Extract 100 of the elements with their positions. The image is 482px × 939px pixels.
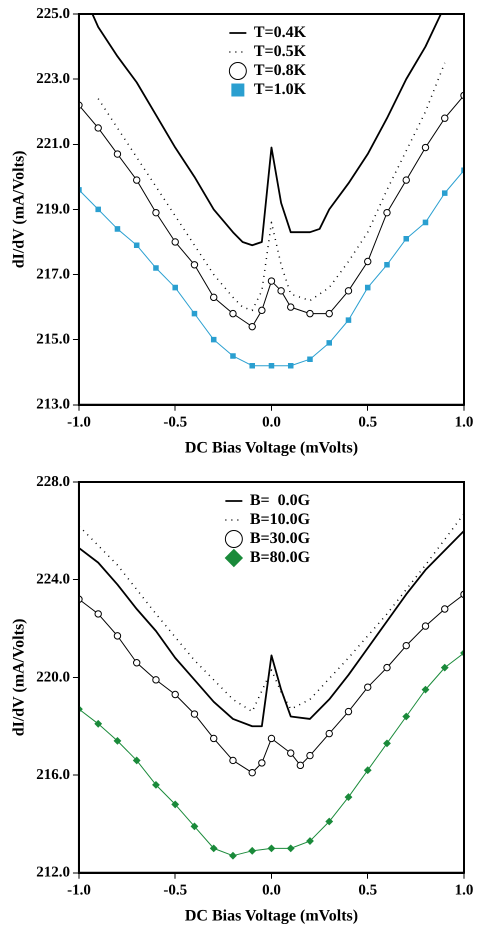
point xyxy=(133,659,140,666)
point xyxy=(344,708,352,716)
point xyxy=(114,737,122,745)
point xyxy=(441,114,448,122)
point xyxy=(364,766,372,774)
point xyxy=(190,261,198,268)
point xyxy=(402,712,410,720)
point xyxy=(268,277,276,285)
point xyxy=(306,837,314,845)
x-tick-label: 1.0 xyxy=(454,882,474,899)
point xyxy=(210,294,218,302)
point xyxy=(258,306,266,314)
point xyxy=(277,287,285,295)
x-tick-label: -1.0 xyxy=(67,882,91,899)
point xyxy=(230,353,236,359)
point xyxy=(152,781,160,789)
point xyxy=(95,206,101,212)
y-tick-label: 221.0 xyxy=(36,136,70,152)
legend-label: B=10.0G xyxy=(250,511,311,528)
y-tick-label: 225.0 xyxy=(36,6,70,22)
point xyxy=(210,844,218,852)
point xyxy=(383,208,391,216)
x-tick-label: 0.5 xyxy=(358,882,378,899)
point xyxy=(210,336,216,342)
point xyxy=(364,284,370,290)
point xyxy=(346,317,352,323)
point xyxy=(152,676,160,684)
y-tick-label: 220.0 xyxy=(36,669,70,686)
x-tick-label: 0.0 xyxy=(262,414,281,431)
x-tick-label: -0.5 xyxy=(163,414,188,431)
y-tick-label: 215.0 xyxy=(36,332,70,348)
y-tick-label: 217.0 xyxy=(36,266,70,282)
legend-label: B=80.0G xyxy=(250,549,311,566)
point xyxy=(190,822,198,830)
point xyxy=(326,730,333,738)
point xyxy=(268,362,274,368)
point xyxy=(422,144,430,152)
legend-label: T=0.8K xyxy=(254,62,307,80)
point xyxy=(403,236,410,242)
legend-label: B=30.0G xyxy=(250,530,311,548)
point xyxy=(326,310,333,318)
point xyxy=(229,756,237,764)
point xyxy=(114,632,122,640)
point xyxy=(288,362,294,368)
y-axis-title: dI/dV (mA/Volts) xyxy=(10,150,28,268)
point xyxy=(133,756,140,764)
legend-label: T=0.4K xyxy=(254,24,307,42)
point xyxy=(306,752,314,760)
point xyxy=(190,710,198,718)
y-tick-label: 228.0 xyxy=(36,474,70,490)
point xyxy=(134,242,140,248)
y-tick-label: 216.0 xyxy=(36,766,70,783)
point xyxy=(326,818,333,826)
y-tick-label: 213.0 xyxy=(36,396,70,413)
point xyxy=(268,844,276,852)
point xyxy=(364,683,372,691)
point xyxy=(442,190,448,196)
legend-label: B= 0.0G xyxy=(250,492,311,510)
x-tick-label: -1.0 xyxy=(67,414,91,431)
x-tick-label: 1.0 xyxy=(454,414,474,431)
point xyxy=(248,768,256,776)
y-tick-label: 219.0 xyxy=(36,201,70,218)
point xyxy=(114,150,122,158)
line-series xyxy=(97,62,446,312)
point xyxy=(383,740,391,748)
point xyxy=(441,605,448,613)
point xyxy=(441,664,448,672)
point xyxy=(287,844,294,852)
point xyxy=(192,310,198,316)
point xyxy=(344,793,352,801)
x-axis-title: DC Bias Voltage (mVolts) xyxy=(184,908,358,925)
point xyxy=(258,759,266,767)
point xyxy=(422,622,430,630)
point xyxy=(287,303,294,311)
point xyxy=(268,734,276,742)
legend-label: T=1.0K xyxy=(254,81,307,98)
point xyxy=(287,749,294,757)
point xyxy=(94,124,102,132)
x-tick-label: 0.5 xyxy=(358,414,378,431)
y-tick-label: 212.0 xyxy=(36,864,70,881)
point xyxy=(422,220,428,226)
point xyxy=(172,690,179,698)
point xyxy=(402,642,410,650)
legend-label: T=0.5K xyxy=(254,43,307,60)
point xyxy=(172,238,179,246)
point xyxy=(229,852,237,860)
point xyxy=(248,322,256,330)
point xyxy=(364,258,372,266)
point xyxy=(133,176,140,184)
point xyxy=(296,762,304,770)
point xyxy=(344,287,352,295)
x-tick-label: -0.5 xyxy=(163,882,188,899)
point xyxy=(114,226,120,232)
point xyxy=(384,262,390,268)
point xyxy=(306,310,314,318)
point xyxy=(402,176,410,184)
point xyxy=(326,340,332,346)
point xyxy=(152,208,160,216)
point xyxy=(422,686,430,694)
point xyxy=(172,284,178,290)
